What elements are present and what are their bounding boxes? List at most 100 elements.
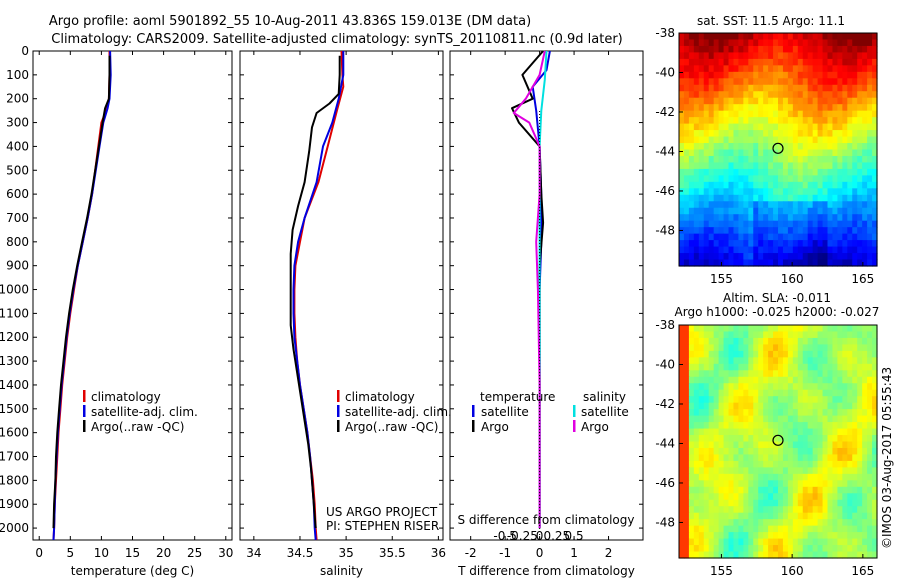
map-cell [688, 480, 695, 488]
map-cell [733, 65, 739, 73]
map-cell [867, 155, 873, 164]
map-cell [733, 246, 739, 254]
map-cell [782, 220, 789, 228]
map-cell [872, 207, 878, 215]
map-cell [693, 71, 700, 79]
map-cell [857, 506, 863, 514]
map-cell [842, 363, 848, 371]
map-cell [738, 149, 744, 157]
map-cell [822, 194, 829, 202]
map-cell [802, 246, 809, 254]
map-cell [867, 486, 873, 494]
map-cell [693, 519, 700, 527]
map-cell [743, 45, 749, 54]
map-cell [693, 155, 700, 164]
map-cell [837, 363, 843, 371]
map-cell [728, 383, 735, 391]
map-cell [679, 97, 685, 105]
map-cell [822, 52, 829, 60]
map-cell [842, 168, 848, 176]
map-cell [827, 194, 834, 202]
map-cell [862, 117, 868, 125]
map-cell [753, 110, 759, 118]
map-cell [837, 214, 843, 222]
map-cell [842, 52, 848, 60]
map-cell [703, 422, 710, 430]
map-cell [862, 104, 868, 112]
map-cell [718, 363, 725, 371]
map-cell [787, 45, 794, 54]
map-cell [867, 246, 873, 254]
map-cell [758, 143, 764, 151]
map-cell [847, 538, 853, 546]
map-cell [679, 39, 685, 47]
legend-label-satellite: satellite-adj. clim. [345, 405, 452, 419]
map-cell [718, 506, 725, 514]
map-cell [723, 136, 730, 144]
map-cell [832, 551, 838, 559]
map-cell [797, 389, 804, 397]
map-cell [708, 415, 715, 423]
map-cell [688, 409, 695, 417]
map-cell [782, 233, 789, 241]
map-cell [743, 350, 749, 358]
map-cell [753, 370, 759, 378]
map-cell [733, 259, 739, 267]
map-cell [693, 409, 700, 417]
map-cell [753, 162, 759, 170]
map-cell [693, 117, 700, 125]
map-cell [857, 460, 863, 468]
map-cell [728, 143, 735, 151]
map-cell [728, 525, 735, 533]
map-cell [683, 136, 690, 144]
map-cell [792, 78, 799, 86]
map-cell [827, 188, 834, 196]
map-cell [708, 357, 715, 365]
map-cell [733, 370, 739, 378]
map-cell [758, 253, 764, 261]
map-cell [713, 78, 720, 86]
map-cell [837, 259, 843, 267]
map-cell [778, 357, 784, 365]
map-cell [832, 220, 838, 228]
map-cell [773, 194, 779, 202]
map-cell [842, 149, 848, 157]
map-cell [679, 350, 685, 358]
map-cell [802, 240, 809, 248]
map-cell [703, 143, 710, 151]
map-cell [822, 370, 829, 378]
map-cell [683, 538, 690, 546]
map-cell [852, 188, 858, 196]
map-cell [792, 396, 799, 404]
map-cell [842, 525, 848, 533]
map-cell [708, 71, 715, 79]
map-cell [703, 149, 710, 157]
map-cell [693, 246, 700, 254]
map-cell [852, 538, 858, 546]
map-cell [778, 435, 784, 443]
map-cell [797, 227, 804, 235]
map-cell [703, 486, 710, 494]
map-cell [817, 480, 824, 488]
map-cell [723, 33, 730, 41]
map-cell [753, 350, 759, 358]
map-cell [683, 363, 690, 371]
map-cell [867, 259, 873, 267]
map-cell [807, 188, 814, 196]
map-cell [758, 97, 764, 105]
map-cell [758, 512, 764, 520]
map-cell [807, 104, 814, 112]
map-cell [792, 201, 799, 209]
map-cell [679, 422, 685, 430]
map-cell [748, 519, 754, 527]
map-cell [738, 33, 744, 41]
map-cell [822, 175, 829, 183]
map-cell [708, 325, 715, 333]
map-cell [743, 383, 749, 391]
map-cell [842, 84, 848, 92]
map-cell [862, 473, 868, 481]
map-cell [693, 376, 700, 384]
x-axis-label: temperature (deg C) [71, 564, 194, 578]
map-cell [817, 149, 824, 157]
map-cell [822, 435, 829, 443]
